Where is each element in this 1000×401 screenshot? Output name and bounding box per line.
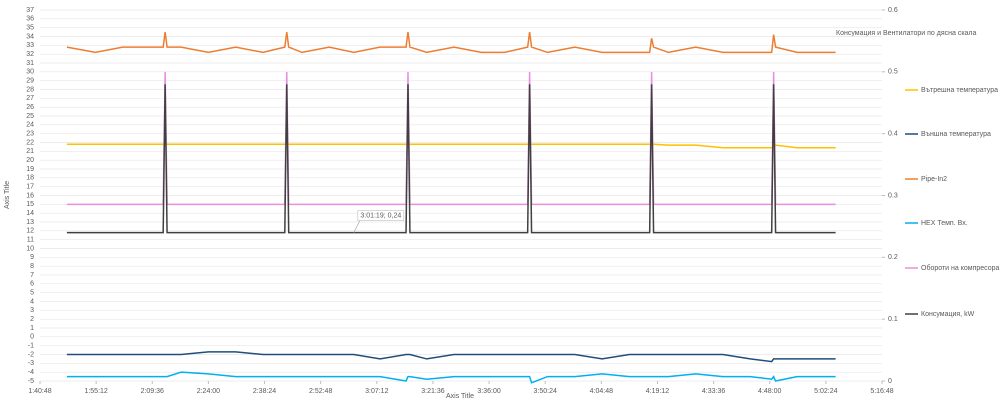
y-tick-label: -2 (28, 351, 34, 358)
data-label: 3:01:19; 0,24 (360, 212, 401, 219)
x-tick-label: 3:50:24 (534, 388, 557, 395)
y-tick-label: 33 (26, 42, 34, 49)
y-tick-label: 22 (26, 139, 34, 146)
y-tick-label: 23 (26, 131, 34, 138)
x-tick-label: 3:21:36 (421, 388, 444, 395)
y-tick-label: 14 (26, 210, 34, 217)
label-leader (353, 220, 361, 233)
y-tick-label: 24 (26, 122, 34, 129)
y-tick-label: 21 (26, 148, 34, 155)
y-tick-label: 16 (26, 192, 34, 199)
y-axis-title: Axis Title (4, 181, 11, 209)
y-tick-label: 17 (26, 184, 34, 191)
y-tick-label: 34 (26, 33, 34, 40)
legend-label: Pipe-In2 (921, 176, 947, 183)
y-tick-label: -4 (28, 369, 34, 376)
y-tick-label: 20 (26, 157, 34, 164)
y-tick-label: 3 (30, 307, 34, 314)
y-tick-label: 28 (26, 86, 34, 93)
x-tick-label: 2:38:24 (253, 388, 276, 395)
y-tick-label: 9 (30, 254, 34, 261)
y-tick-label: 30 (26, 69, 34, 76)
legend-label: Външна температура (921, 131, 991, 138)
series-line (66, 31, 836, 54)
y2-tick-label: 0.6 (888, 7, 898, 14)
x-tick-label: 1:40:48 (28, 388, 51, 395)
y-tick-label: 10 (26, 245, 34, 252)
y-tick-label: -5 (28, 378, 34, 385)
annotation: Консумация и Вентилатори по дясна скала (836, 30, 977, 37)
y-tick-label: 5 (30, 290, 34, 297)
y-tick-label: 11 (27, 237, 34, 244)
x-tick-label: 2:09:36 (141, 388, 164, 395)
y-tick-label: 4 (30, 298, 34, 305)
y2-tick-label: 0.3 (888, 192, 898, 199)
y-tick-label: 13 (26, 219, 34, 226)
y-tick-label: 8 (30, 263, 34, 270)
y-tick-label: 1 (30, 325, 34, 332)
series-line (66, 351, 836, 363)
y-tick-label: 35 (26, 25, 34, 32)
y2-tick-label: 0.2 (888, 254, 898, 261)
y2-tick-label: 0 (888, 378, 892, 385)
y-tick-label: 27 (26, 95, 34, 102)
legend-label: HEX Темп. Вх. (921, 220, 968, 227)
y-tick-label: 19 (26, 166, 34, 173)
y-tick-label: 25 (26, 113, 34, 120)
legend-label: Консумация, kW (921, 311, 975, 318)
series-line (66, 84, 836, 234)
series-line (66, 143, 836, 149)
y-tick-label: 6 (30, 281, 34, 288)
y-tick-label: 2 (30, 316, 34, 323)
y-tick-label: 7 (30, 272, 34, 279)
y2-tick-label: 0.5 (888, 69, 898, 76)
x-tick-label: 4:33:36 (702, 388, 725, 395)
x-tick-label: 5:16:48 (870, 388, 893, 395)
x-tick-label: 2:24:00 (197, 388, 220, 395)
x-tick-label: 1:55:12 (84, 388, 107, 395)
y2-tick-label: 0.1 (888, 316, 898, 323)
y-tick-label: 0 (30, 334, 34, 341)
x-axis-title: Axis Title (446, 393, 474, 400)
x-tick-label: 5:02:24 (814, 388, 837, 395)
y-tick-label: 26 (26, 104, 34, 111)
x-tick-label: 4:04:48 (590, 388, 613, 395)
y-tick-label: -3 (28, 360, 34, 367)
y2-tick-label: 0.4 (888, 131, 898, 138)
y-tick-label: 12 (26, 228, 34, 235)
y-tick-label: 31 (26, 60, 34, 67)
y-tick-label: 36 (26, 16, 34, 23)
y-tick-label: 29 (26, 78, 34, 85)
y-tick-label: 37 (26, 7, 34, 14)
x-tick-label: 3:36:00 (477, 388, 500, 395)
y-tick-label: -1 (28, 343, 34, 350)
x-tick-label: 3:07:12 (365, 388, 388, 395)
series-line (66, 371, 836, 384)
series-line (66, 71, 836, 206)
legend-label: Вътрешна температура (921, 87, 998, 94)
y-tick-label: 18 (26, 175, 34, 182)
y-tick-label: 32 (26, 51, 34, 58)
x-tick-label: 4:48:00 (758, 388, 781, 395)
label-box (357, 210, 405, 221)
y-tick-label: 15 (26, 201, 34, 208)
legend-label: Обороти на компресора, Hz (921, 264, 1000, 272)
x-tick-label: 2:52:48 (309, 388, 332, 395)
x-tick-label: 4:19:12 (646, 388, 669, 395)
